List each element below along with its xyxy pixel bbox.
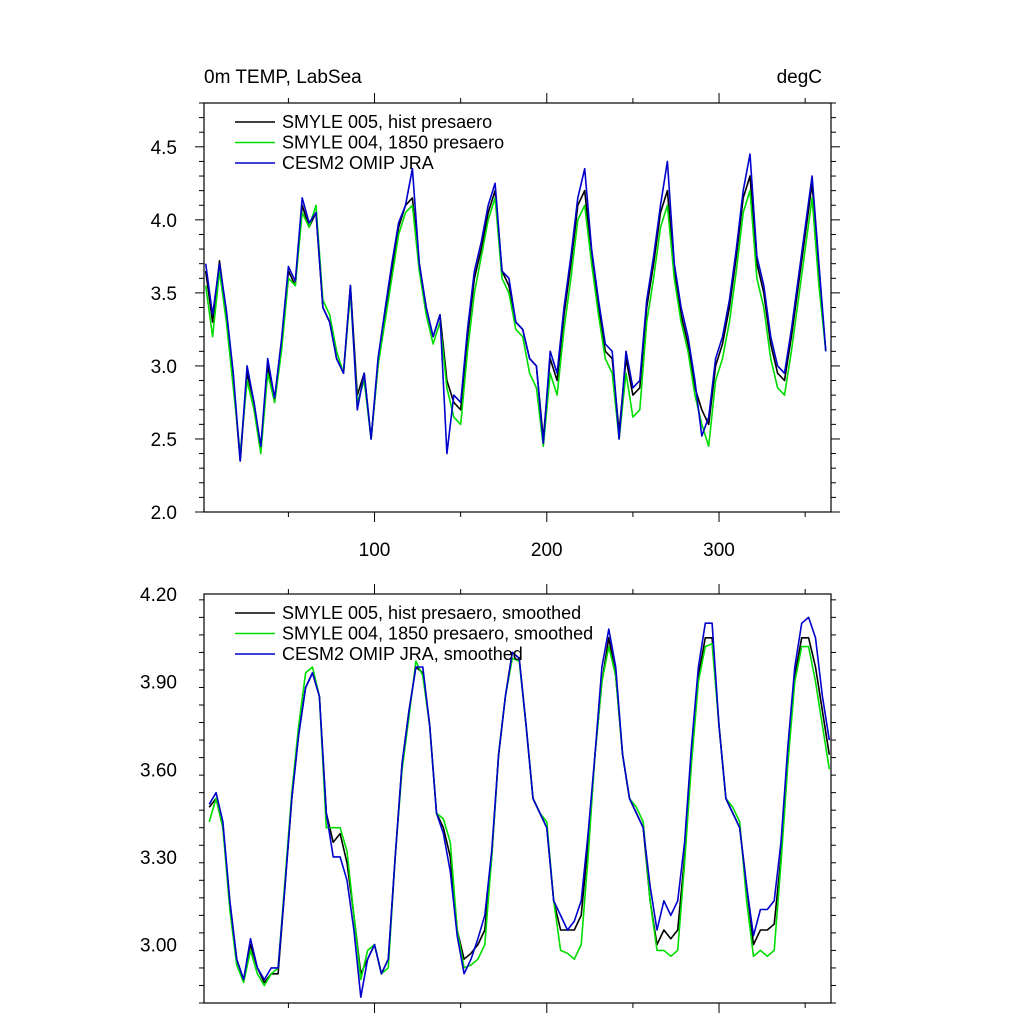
x-tick-label: 200	[531, 540, 563, 561]
y-tick-label: 4.0	[151, 211, 177, 232]
legend-label: CESM2 OMIP JRA, smoothed	[282, 644, 523, 664]
y-tick-label: 3.30	[140, 848, 177, 869]
y-tick-label: 3.90	[140, 673, 177, 694]
series-cesm2-omip-jra	[204, 153, 827, 462]
y-tick-label: 2.0	[151, 503, 177, 524]
y-tick-label: 3.00	[140, 936, 177, 957]
bottom-panel: 3.00 3.30 3.60 3.90 4.20 SMYLE 005, hist pres…	[140, 584, 836, 1013]
x-tick-label: 100	[359, 540, 391, 561]
series-cesm2-omip-jra	[208, 616, 831, 999]
y-tick-label: 4.20	[140, 585, 177, 606]
legend-label: SMYLE 005, hist presaero	[282, 112, 492, 132]
legend-label: SMYLE 005, hist presaero, smoothed	[282, 603, 581, 623]
x-tick-label: 300	[703, 540, 735, 561]
chart-title-right: degC	[777, 67, 822, 88]
y-tick-label: 4.5	[151, 138, 177, 159]
series-smyle-004	[208, 642, 831, 987]
chart-title-left: 0m TEMP, LabSea	[204, 67, 362, 88]
y-tick-label: 3.0	[151, 357, 177, 378]
plot-frame	[203, 593, 832, 1004]
y-tick-label: 2.5	[151, 430, 177, 451]
y-tick-label: 3.60	[140, 760, 177, 781]
series-smyle-005	[208, 636, 831, 984]
y-tick-label: 3.5	[151, 284, 177, 305]
top-panel: 2.0 2.5 3.0 3.5 4.0 4.5 100 200 300 SMYLE 005, hi…	[151, 93, 840, 561]
legend-label: SMYLE 004, 1850 presaero, smoothed	[282, 624, 593, 644]
legend-label: CESM2 OMIP JRA	[282, 153, 434, 173]
legend-label: SMYLE 004, 1850 presaero	[282, 133, 504, 153]
series-smyle-004	[204, 189, 827, 455]
